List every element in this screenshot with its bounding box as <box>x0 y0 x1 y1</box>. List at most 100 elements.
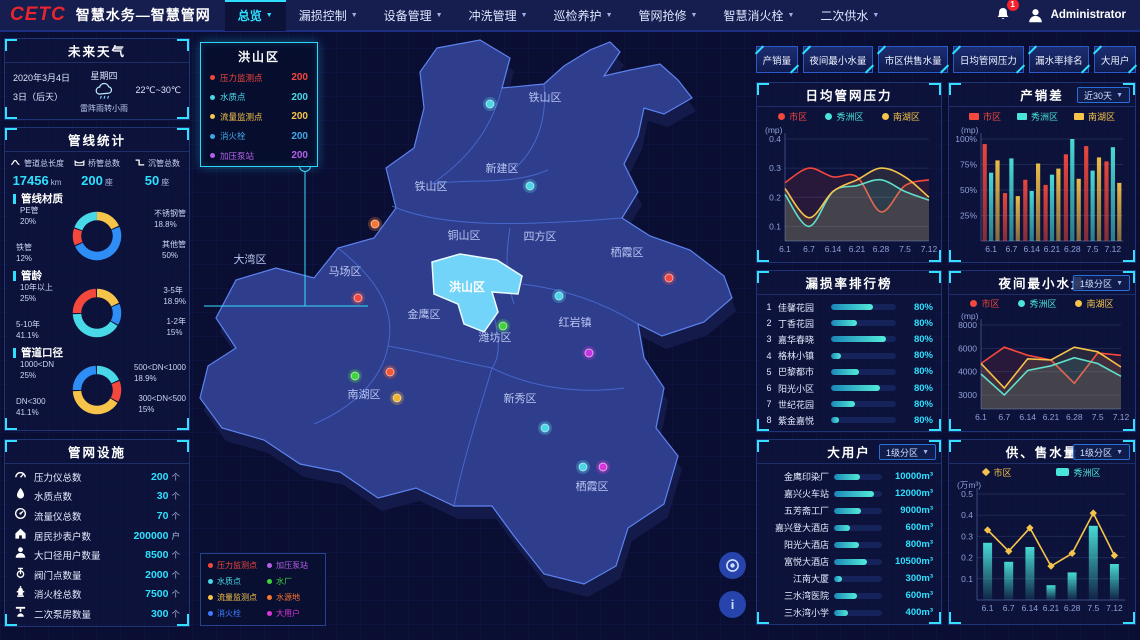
svg-text:(mp): (mp) <box>961 125 979 135</box>
facilities-list: 压力仪总数 200 个水质点数 30 个流量仪总数 70 个居民抄表户数 200000 户大口径… <box>5 464 189 627</box>
facility-value: 70 个 <box>156 509 180 522</box>
chart-legend-item[interactable]: 南湖区 <box>881 110 920 123</box>
water-source-marker[interactable] <box>383 365 397 379</box>
district-label[interactable]: 铁山区 <box>529 91 562 104</box>
flow-marker[interactable] <box>390 391 404 405</box>
water-quality-marker[interactable] <box>538 421 552 435</box>
chart-legend-item[interactable]: 秀洲区 <box>1018 297 1057 310</box>
nav-item-overview[interactable]: 总览 ▼ <box>224 0 286 31</box>
district-label[interactable]: 大湾区 <box>234 252 267 266</box>
nav-item-device-mgmt[interactable]: 设备管理 ▼ <box>371 0 456 31</box>
item-value: 600m³ <box>905 522 933 533</box>
salesdiff-chart: 25% 50% 75% 100%(mp) 6.1 6.7 6.14 6.21 6.28 7.5 7.… <box>955 125 1123 254</box>
big-user-marker[interactable] <box>596 460 610 474</box>
district-label[interactable]: 四方区 <box>524 229 557 243</box>
item-bar-fill <box>831 385 881 392</box>
item-value: 80% <box>913 317 933 329</box>
nav-item-smart-hydrant[interactable]: 智慧消火栓 ▼ <box>710 0 807 31</box>
chevron-down-icon: ▼ <box>605 11 613 19</box>
pressure-marker[interactable] <box>662 271 676 285</box>
svg-text:(万m³): (万m³) <box>957 480 981 490</box>
svg-text:7.5: 7.5 <box>1092 412 1104 422</box>
water-plant-marker[interactable] <box>348 369 362 383</box>
legend-label: 南湖区 <box>892 111 920 122</box>
chart-legend-item[interactable]: 秀洲区 <box>1056 466 1101 479</box>
district-label[interactable]: 栖霞区 <box>576 479 609 493</box>
svg-text:0.3: 0.3 <box>769 163 781 173</box>
pump-station-marker[interactable] <box>582 346 596 360</box>
nav-item-inspection-label: 巡检养护 <box>553 8 602 23</box>
nav-item-flushing-mgmt[interactable]: 冲洗管理 ▼ <box>456 0 541 31</box>
rank-number: 2 <box>766 318 772 329</box>
chart-legend-item[interactable]: 市区 <box>982 466 1012 479</box>
rank-number: 5 <box>766 366 772 377</box>
btn-avg-pressure[interactable]: 日均管网压力 <box>953 46 1024 73</box>
district-label[interactable]: 铜山区 <box>448 228 481 242</box>
chart-legend-item[interactable]: 南湖区 <box>1073 110 1115 123</box>
item-value: 800m³ <box>905 539 933 550</box>
district-map[interactable]: 铁山区新建区铁山区铜山区 四方区栖霞区马场区大湾区洪山区金鹰区红岩镇潍坊区南湖区新… <box>192 36 762 636</box>
map-legend-label: 水质点 <box>217 577 241 586</box>
big-users-zone-dropdown[interactable]: 1级分区 ▼ <box>879 444 936 460</box>
district-label[interactable]: 南湖区 <box>348 388 381 401</box>
map-legend-label: 大用户 <box>276 609 300 618</box>
chart-legend-item[interactable]: 秀洲区 <box>1016 110 1058 123</box>
water-source-marker[interactable] <box>368 217 382 231</box>
notification-bell-icon[interactable]: 1 <box>995 0 1019 26</box>
map-legend-item: 加压泵站 <box>267 560 318 571</box>
chart-legend-item[interactable]: 市区 <box>968 110 1001 123</box>
night-min-zone-dropdown[interactable]: 1级分区 ▼ <box>1073 275 1130 291</box>
district-highlight-hongshan[interactable] <box>431 253 523 333</box>
btn-night-min-flow[interactable]: 夜间最小水量 <box>802 46 873 73</box>
chart-legend-item[interactable]: 南湖区 <box>1075 297 1114 310</box>
weather-temp: 22℃~30℃ <box>135 85 182 95</box>
district-label[interactable]: 马场区 <box>329 264 362 278</box>
water-quality-marker[interactable] <box>483 97 497 111</box>
svg-text:6.7: 6.7 <box>1003 603 1015 613</box>
rank-number: 6 <box>766 383 772 394</box>
nav-item-secondary-supply[interactable]: 二次供水 ▼ <box>807 0 892 31</box>
svg-text:7.5: 7.5 <box>899 244 911 254</box>
btn-leakage-rank[interactable]: 漏水率排名 <box>1028 46 1090 73</box>
list-item: 嘉兴登大酒店 600m³ <box>757 519 941 536</box>
water-quality-marker[interactable] <box>552 289 566 303</box>
btn-city-supply-sales[interactable]: 市区供售水量 <box>878 46 949 73</box>
supply-sales-zone-dropdown[interactable]: 1级分区 ▼ <box>1073 444 1130 460</box>
water-quality-marker[interactable] <box>576 460 590 474</box>
nav-item-inspection[interactable]: 巡检养护 ▼ <box>541 0 626 31</box>
btn-big-users[interactable]: 大用户 <box>1094 46 1136 73</box>
district-label[interactable]: 铁山区 <box>415 180 448 193</box>
district-label[interactable]: 新秀区 <box>504 391 537 405</box>
nav-item-leakage-control[interactable]: 漏损控制 ▼ <box>286 0 371 31</box>
sales-diff-range-dropdown[interactable]: 近30天 ▼ <box>1077 87 1130 103</box>
kpi-value: 200 <box>81 173 103 188</box>
pressure-marker[interactable] <box>351 291 365 305</box>
facility-value: 200000 户 <box>133 529 180 542</box>
district-label[interactable]: 红岩镇 <box>559 315 592 329</box>
leak-ranking-list: 1 佳馨花园 80% 2 丁香花园 80% 3 嘉华春晓 80% 4 格林小镇 80% 5 巴黎都市 80%… <box>757 295 941 433</box>
chart-legend-item[interactable]: 市区 <box>778 110 807 123</box>
district-label[interactable]: 新建区 <box>486 161 519 175</box>
info-button[interactable]: i <box>719 591 746 618</box>
chart-legend-item[interactable]: 秀洲区 <box>825 110 864 123</box>
legend-label: 市区 <box>993 467 1012 478</box>
locate-button[interactable] <box>719 552 746 579</box>
chevron-down-icon: ▼ <box>922 448 929 456</box>
nav-item-network-repair[interactable]: 管网抢修 ▼ <box>626 0 711 31</box>
facility-label: 二次泵房数量 <box>34 609 92 621</box>
district-label[interactable]: 潍坊区 <box>479 330 512 344</box>
facility-unit: 个 <box>171 550 180 561</box>
water-plant-marker[interactable] <box>496 319 510 333</box>
district-label[interactable]: 洪山区 <box>449 279 485 294</box>
district-label[interactable]: 金鹰区 <box>408 307 441 321</box>
district-label[interactable]: 栖霞区 <box>611 245 644 259</box>
water-quality-marker[interactable] <box>523 179 537 193</box>
btn-sales-volume[interactable]: 产销量 <box>756 46 798 73</box>
legend-label: 南湖区 <box>1087 111 1115 122</box>
item-bar-fill <box>831 401 856 408</box>
kpi-label: 管道总长度 <box>24 159 64 168</box>
tooltip-row-label: 加压泵站 <box>220 150 255 161</box>
chart-legend-item[interactable]: 市区 <box>970 297 1000 310</box>
account-menu[interactable]: Administrator <box>1027 7 1126 24</box>
item-value: 300m³ <box>905 573 933 584</box>
